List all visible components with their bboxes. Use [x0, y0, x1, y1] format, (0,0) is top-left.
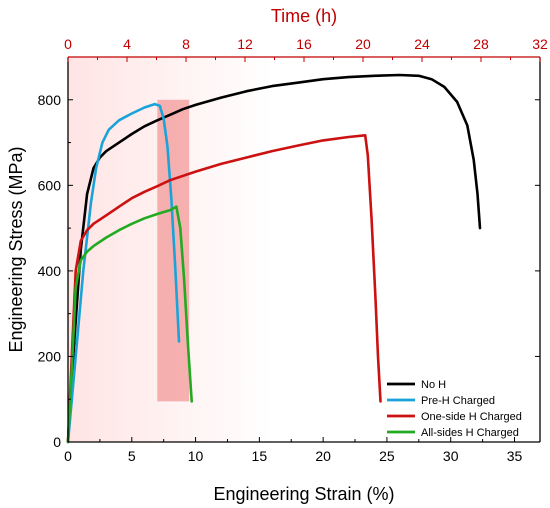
top-tick-label: 32 — [532, 36, 548, 52]
x-tick-label: 0 — [64, 448, 72, 464]
y-tick-label: 200 — [38, 348, 62, 364]
x-tick-label: 20 — [315, 448, 331, 464]
series-line-3 — [66, 134, 382, 444]
x-axis-title: Engineering Strain (%) — [213, 484, 394, 504]
legend-entry: All-sides H Charged — [421, 427, 519, 439]
y-axis-title: Engineering Stress (MPa) — [6, 146, 26, 352]
series-line-2 — [66, 102, 181, 444]
x-tick-label: 35 — [507, 448, 523, 464]
top-tick-label: 16 — [296, 36, 312, 52]
x-tick-label: 15 — [252, 448, 268, 464]
x-tick-label: 10 — [188, 448, 204, 464]
legend-entry: Pre-H Charged — [421, 395, 495, 407]
legend-entry: One-side H Charged — [421, 411, 522, 423]
top-tick-label: 12 — [237, 36, 253, 52]
x-tick-label: 30 — [443, 448, 459, 464]
x-tick-label: 25 — [379, 448, 395, 464]
top-tick-label: 24 — [414, 36, 430, 52]
top-tick-label: 20 — [355, 36, 371, 52]
top-tick-label: 28 — [473, 36, 489, 52]
y-tick-label: 600 — [38, 177, 62, 193]
top-axis-title: Time (h) — [271, 6, 337, 26]
y-tick-label: 800 — [38, 92, 62, 108]
top-tick-label: 4 — [123, 36, 131, 52]
y-tick-label: 0 — [53, 434, 61, 450]
x-tick-label: 5 — [128, 448, 136, 464]
top-tick-label: 0 — [64, 36, 72, 52]
series-line-4 — [66, 205, 193, 444]
legend-entry: No H — [421, 379, 446, 391]
top-tick-label: 8 — [182, 36, 190, 52]
y-tick-label: 400 — [38, 263, 62, 279]
